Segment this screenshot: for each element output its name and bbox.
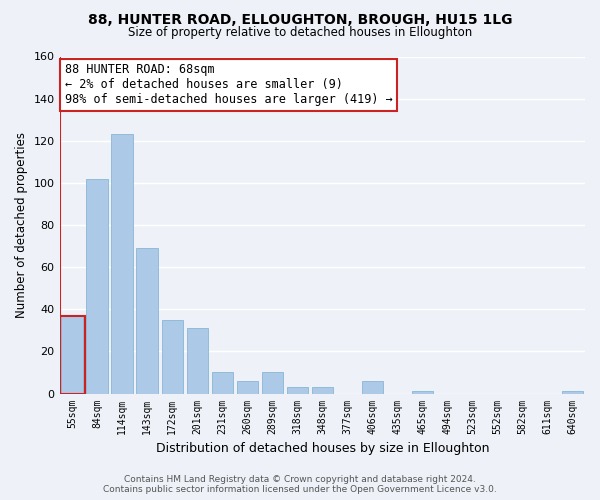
Bar — [212, 372, 233, 394]
Bar — [59, 316, 85, 394]
Y-axis label: Number of detached properties: Number of detached properties — [15, 132, 28, 318]
Text: 88 HUNTER ROAD: 68sqm
← 2% of detached houses are smaller (9)
98% of semi-detach: 88 HUNTER ROAD: 68sqm ← 2% of detached h… — [65, 63, 392, 106]
Text: Contains HM Land Registry data © Crown copyright and database right 2024.
Contai: Contains HM Land Registry data © Crown c… — [103, 474, 497, 494]
Bar — [362, 381, 383, 394]
Bar — [311, 387, 333, 394]
Text: 88, HUNTER ROAD, ELLOUGHTON, BROUGH, HU15 1LG: 88, HUNTER ROAD, ELLOUGHTON, BROUGH, HU1… — [88, 12, 512, 26]
Bar — [61, 316, 83, 394]
Bar — [136, 248, 158, 394]
Bar — [161, 320, 183, 394]
Bar — [86, 178, 108, 394]
Bar — [412, 392, 433, 394]
X-axis label: Distribution of detached houses by size in Elloughton: Distribution of detached houses by size … — [155, 442, 489, 455]
Bar — [262, 372, 283, 394]
Bar — [562, 392, 583, 394]
Bar — [187, 328, 208, 394]
Bar — [112, 134, 133, 394]
Bar — [236, 381, 258, 394]
Bar — [287, 387, 308, 394]
Text: Size of property relative to detached houses in Elloughton: Size of property relative to detached ho… — [128, 26, 472, 39]
